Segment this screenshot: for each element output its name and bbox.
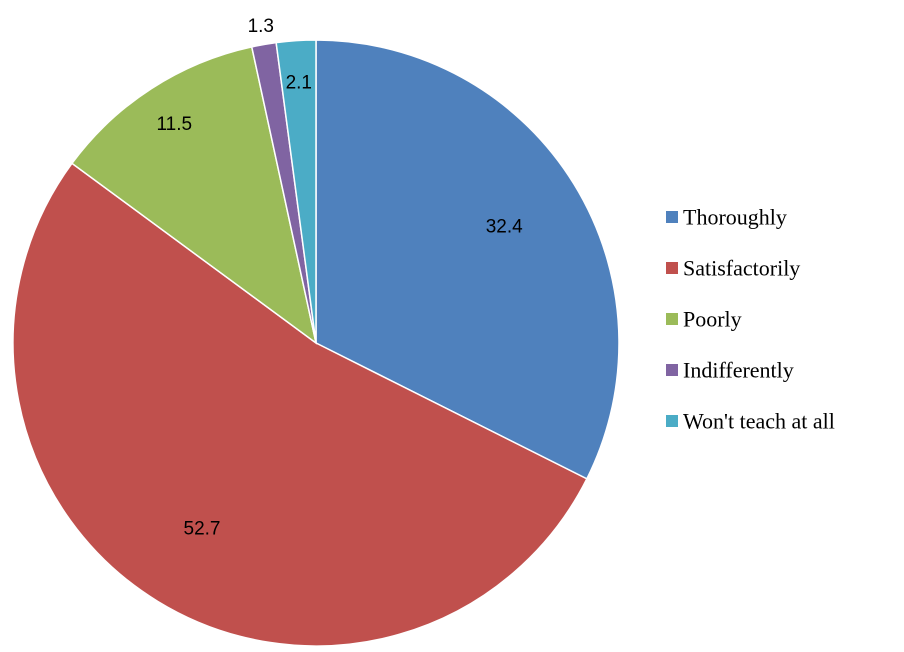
data-label-indifferently: 1.3 [248,16,274,37]
legend-item-indifferently: Indifferently [666,358,794,383]
legend-label-poorly: Poorly [683,307,742,332]
legend-item-won-t-teach-at-all: Won't teach at all [666,409,835,434]
legend-swatch-indifferently [666,364,678,376]
legend-label-satisfactorily: Satisfactorily [683,256,800,281]
legend-label-thoroughly: Thoroughly [683,205,787,230]
data-labels: 32.4 52.7 11.5 1.3 2.1 [157,16,524,539]
pie-slice-won-t-teach-at-all [275,39,317,344]
legend-swatch-satisfactorily [666,262,678,274]
data-label-won-t-teach-at-all: 2.1 [286,73,312,94]
legend-item-poorly: Poorly [666,307,742,332]
legend-item-thoroughly: Thoroughly [666,205,787,230]
legend-swatch-thoroughly [666,211,678,223]
legend-swatch-poorly [666,313,678,325]
data-label-thoroughly: 32.4 [486,216,523,237]
legend: Thoroughly Satisfactorily Poorly Indifferen… [666,205,835,434]
pie-slice-thoroughly [315,39,620,480]
legend-swatch-won-t-teach-at-all [666,415,678,427]
legend-item-satisfactorily: Satisfactorily [666,256,800,281]
data-label-poorly: 11.5 [157,114,193,135]
pie-slices [12,39,620,647]
pie-slice-poorly [70,45,318,345]
data-label-satisfactorily: 52.7 [184,519,221,540]
legend-label-won-t-teach-at-all: Won't teach at all [683,409,835,434]
legend-label-indifferently: Indifferently [683,358,794,383]
pie-slice-satisfactorily [12,162,588,647]
